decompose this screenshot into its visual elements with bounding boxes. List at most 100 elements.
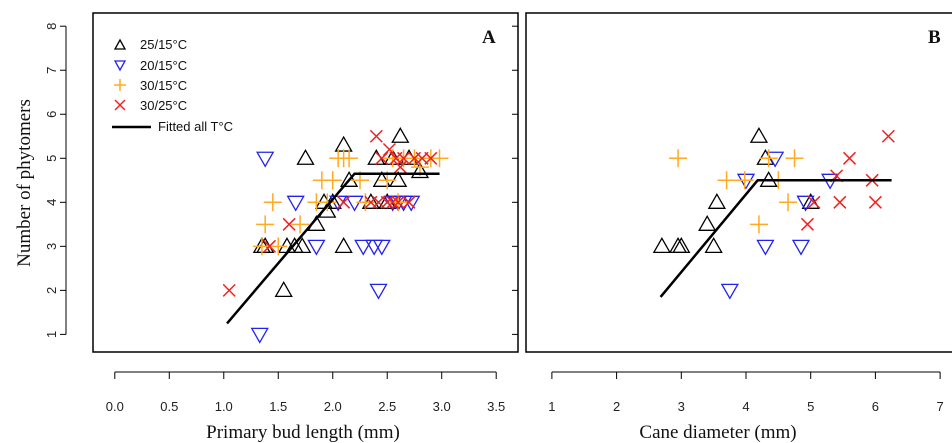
- point-triangle-up: [749, 126, 769, 143]
- panel-b-label: B: [928, 27, 941, 48]
- y-tick-label: 3: [44, 243, 59, 250]
- point-plus: [291, 215, 310, 234]
- legend-marker-triangle-down: [113, 60, 127, 72]
- legend-label: 20/15°C: [140, 58, 187, 73]
- panel-a-marks: 0.0 0.5 1.0 1.5 2.0 2.5 3.0 3.5 1 2 3 4 5 6 7 8: [44, 23, 505, 414]
- point-plus: [318, 193, 337, 212]
- legend-entry-20-15: 20/15°C: [113, 58, 187, 73]
- point-triangle-down: [720, 283, 739, 300]
- fitted-line: [659, 179, 892, 298]
- legend-entry-25-15: 25/15°C: [113, 37, 187, 52]
- x-tick-label: 2: [613, 399, 620, 414]
- x-tick-label: 5: [807, 399, 814, 414]
- y-tick-label: 6: [44, 111, 59, 118]
- x-tick-label: 2.0: [324, 399, 342, 414]
- point-plus: [759, 149, 778, 168]
- panel-b-x-axis-title: Cane diameter (mm): [639, 422, 796, 443]
- x-tick-label: 0.5: [160, 399, 178, 414]
- point-plus: [323, 171, 342, 190]
- point-x: [375, 151, 389, 165]
- legend: 25/15°C 20/15°C 30/15°C 30/25°C Fitted a…: [112, 37, 233, 134]
- x-tick-label: 0.0: [106, 399, 124, 414]
- point-triangle-up: [410, 162, 430, 179]
- point-plus: [779, 193, 798, 212]
- point-x: [868, 195, 882, 209]
- point-triangle-down: [756, 239, 775, 256]
- point-triangle-down: [365, 239, 384, 256]
- y-tick-label: 2: [44, 287, 59, 294]
- x-tick-label: 6: [872, 399, 879, 414]
- x-tick-label: 1: [548, 399, 555, 414]
- point-triangle-down: [256, 151, 275, 168]
- point-triangle-down: [345, 195, 364, 212]
- point-x: [380, 195, 394, 209]
- point-x: [402, 195, 416, 209]
- point-triangle-up: [391, 126, 410, 143]
- point-triangle-down: [286, 195, 305, 212]
- fitted-line: [226, 172, 440, 325]
- panel-a-x-axis-title: Primary bud length (mm): [206, 422, 400, 443]
- legend-marker-plus: [114, 79, 126, 91]
- panel-a-y-axis-title: Number of phytomers: [14, 99, 35, 267]
- y-tick-label: 4: [44, 199, 59, 206]
- point-triangle-down: [736, 173, 756, 190]
- legend-marker-x: [114, 99, 126, 111]
- panel-b-plot-frame: [525, 12, 952, 353]
- legend-marker-triangle-up: [113, 38, 127, 50]
- legend-entry-30-15: 30/15°C: [114, 78, 187, 93]
- point-triangle-down: [369, 283, 388, 300]
- point-triangle-up: [672, 237, 691, 253]
- point-x: [393, 160, 407, 174]
- point-x: [222, 283, 236, 297]
- point-triangle-down: [354, 239, 373, 256]
- x-tick-label: 3.0: [433, 399, 451, 414]
- legend-label: 30/25°C: [140, 98, 187, 113]
- point-plus: [252, 237, 271, 256]
- point-triangle-down: [372, 239, 391, 256]
- point-x: [282, 217, 296, 231]
- point-x: [391, 195, 405, 209]
- point-x: [807, 195, 821, 209]
- point-plus: [340, 149, 359, 168]
- x-tick-label: 1.0: [215, 399, 233, 414]
- x-tick-label: 3: [678, 399, 685, 414]
- point-plus: [256, 215, 275, 234]
- point-plus: [269, 237, 288, 256]
- point-triangle-up: [698, 215, 717, 231]
- point-triangle-up: [372, 170, 391, 187]
- panel-a-label: A: [482, 27, 496, 48]
- point-plus: [263, 193, 282, 212]
- point-triangle-up: [274, 281, 293, 298]
- point-triangle-up: [707, 193, 727, 209]
- point-triangle-up: [361, 193, 381, 209]
- point-x: [397, 151, 411, 165]
- x-tick-label: 1.5: [269, 399, 287, 414]
- point-x: [369, 129, 383, 143]
- legend-label: 25/15°C: [140, 37, 187, 52]
- point-triangle-up: [668, 237, 688, 253]
- point-triangle-up: [704, 237, 723, 253]
- x-tick-label: 7: [937, 399, 944, 414]
- point-x: [424, 151, 438, 165]
- point-plus: [785, 149, 804, 168]
- point-x: [881, 129, 895, 143]
- point-triangle-down: [307, 239, 326, 256]
- point-x: [833, 195, 847, 209]
- legend-entry-fitted: Fitted all T°C: [112, 119, 233, 134]
- point-triangle-up: [339, 170, 359, 187]
- point-triangle-up: [296, 148, 315, 165]
- point-x: [800, 217, 815, 231]
- x-tick-label: 4: [742, 399, 749, 414]
- point-triangle-up: [652, 237, 672, 253]
- point-triangle-up: [389, 170, 408, 187]
- legend-label: Fitted all T°C: [158, 119, 233, 134]
- x-tick-label: 3.5: [487, 399, 505, 414]
- panel-b-marks: 1 2 3 4 5 6 7: [512, 25, 944, 414]
- point-x: [263, 239, 277, 253]
- y-tick-label: 5: [44, 155, 59, 162]
- x-tick-label: 2.5: [378, 399, 396, 414]
- point-triangle-up: [293, 237, 312, 253]
- legend-label: 30/15°C: [140, 78, 187, 93]
- point-x: [386, 195, 400, 209]
